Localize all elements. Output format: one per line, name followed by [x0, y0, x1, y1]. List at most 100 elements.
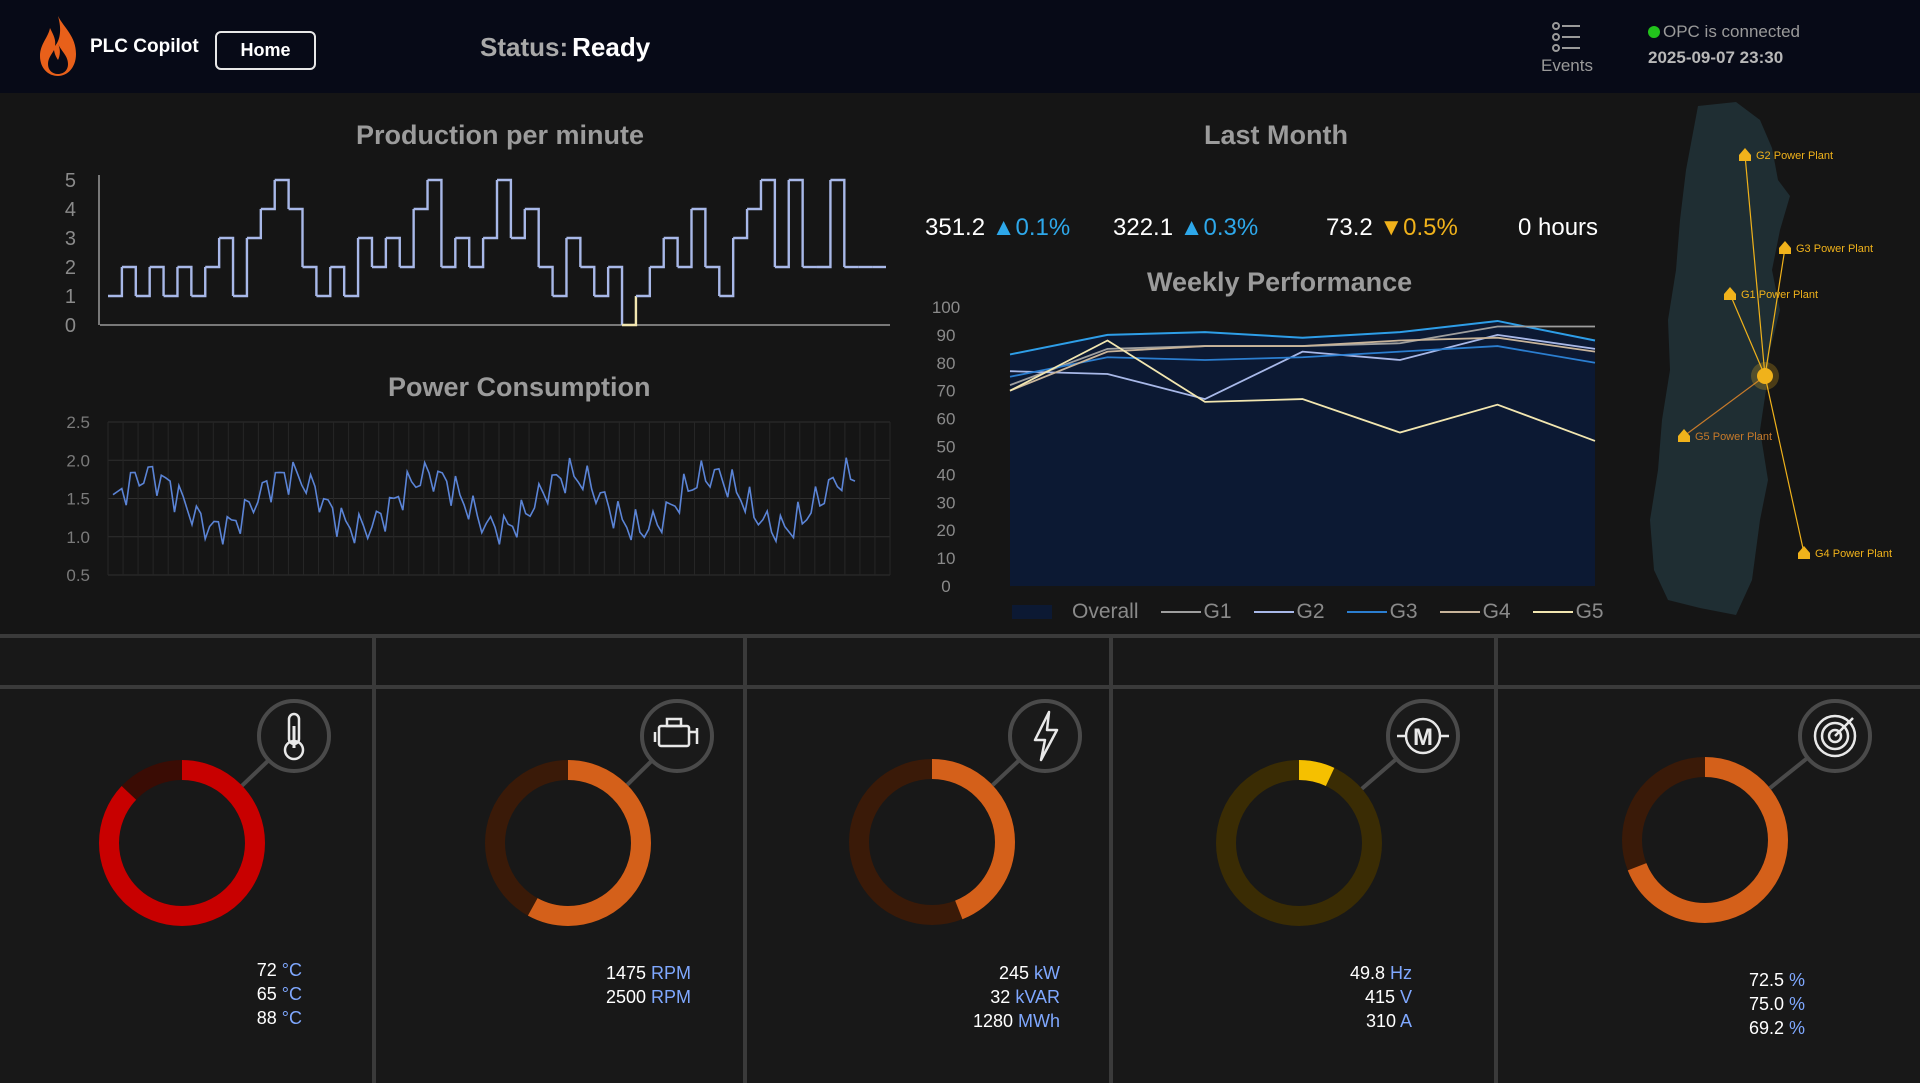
kpi-number: 351.2: [925, 214, 986, 241]
production-step: [608, 265, 624, 325]
production-step: [205, 238, 221, 269]
production-step: [733, 209, 749, 240]
y-tick-label: 40: [937, 465, 956, 484]
production-step: [358, 236, 374, 267]
metric-value: 72.5 %: [1635, 970, 1805, 991]
y-tick-label: 0: [941, 577, 950, 596]
production-step: [497, 178, 513, 238]
y-tick-label: 1.0: [66, 528, 90, 547]
events-button[interactable]: Events: [1538, 20, 1596, 76]
plant-label: G3 Power Plant: [1796, 243, 1873, 255]
power-plant-icon[interactable]: [1724, 287, 1736, 300]
divider: [372, 637, 376, 1083]
divider: [0, 685, 1920, 689]
metric-number: 65: [256, 984, 277, 1004]
lightning-icon: [1008, 699, 1082, 773]
status-label: Status:: [480, 32, 569, 62]
y-tick-label: 2: [65, 257, 76, 279]
y-tick-label: 1: [65, 286, 76, 308]
power-chart: 2.5 2.0 1.5 1.0 0.5: [66, 413, 891, 585]
plant-label: G5 Power Plant: [1695, 431, 1772, 443]
metric-unit: %: [1783, 970, 1805, 990]
icon-glyph: M: [1397, 717, 1449, 755]
y-tick-label: 0: [65, 315, 76, 335]
gauge-track: [1216, 760, 1382, 926]
production-step: [635, 267, 652, 298]
production-step: [108, 267, 124, 298]
last-month-title: Last Month: [1204, 120, 1348, 150]
production-step: [524, 207, 540, 267]
legend-item-overall: Overall: [1012, 600, 1139, 624]
svg-text:M: M: [1413, 724, 1433, 751]
motor-icon: M: [1386, 699, 1460, 773]
series-line-overall: [1009, 319, 1596, 356]
app-title: PLC Copilot: [90, 36, 199, 57]
gauge-rpm: [485, 760, 651, 926]
production-step: [274, 178, 290, 209]
y-tick-label: 2.5: [66, 413, 90, 432]
divider: [743, 637, 747, 1083]
kpi-number: 0 hours: [1518, 214, 1599, 241]
plant-label: G1 Power Plant: [1741, 289, 1818, 301]
production-step: [719, 238, 735, 298]
production-step: [566, 236, 582, 267]
production-step: [163, 267, 179, 298]
metric-number: 2500: [605, 987, 646, 1007]
power-plant-icon[interactable]: [1779, 241, 1791, 254]
production-step: [677, 209, 693, 269]
metric-unit: °C: [276, 960, 302, 980]
production-step: [663, 236, 679, 267]
gauge-fill: [1216, 760, 1382, 926]
metric-value: 69.2 %: [1635, 1018, 1805, 1039]
metric-value: 75.0 %: [1635, 994, 1805, 1015]
gauge-vfd: [1216, 760, 1382, 926]
hub-node: [1757, 368, 1773, 384]
production-step: [441, 238, 457, 269]
y-tick-label: 4: [65, 199, 76, 221]
legend-swatch: [1532, 611, 1573, 613]
icon-glyph: [1813, 714, 1857, 758]
power-plant-icon[interactable]: [1678, 429, 1690, 442]
gauge-fill: [1622, 757, 1788, 923]
y-tick-label: 20: [937, 521, 956, 540]
power-plant-icon[interactable]: [1798, 546, 1810, 559]
y-tick-label: 80: [937, 354, 956, 373]
legend-label: G5: [1575, 600, 1604, 623]
power-plant-icon[interactable]: [1739, 148, 1751, 161]
metric-value: 72 °C: [132, 960, 302, 981]
icon-badge: [1008, 699, 1082, 773]
production-step: [816, 180, 832, 269]
production-step: [538, 265, 554, 296]
legend-label: Overall: [1072, 600, 1139, 623]
production-step: [316, 267, 332, 298]
home-button[interactable]: Home: [215, 31, 316, 70]
status-indicator: Status: Ready: [480, 32, 650, 63]
production-step: [344, 238, 360, 298]
production-step: [246, 209, 263, 240]
series-line-g2: [1009, 333, 1596, 401]
icon-glyph: [1033, 710, 1059, 762]
metric-number: 49.8: [1349, 963, 1385, 983]
metric-value: 245 kW: [890, 963, 1060, 984]
engine-icon: [640, 699, 714, 773]
y-tick-label: 50: [937, 438, 956, 457]
events-label: Events: [1541, 56, 1593, 75]
kpi-value: 0 hours: [1518, 214, 1598, 242]
production-step: [622, 296, 638, 327]
legend-label: G3: [1389, 600, 1418, 623]
production-step: [830, 178, 846, 267]
series-line-g4: [1009, 336, 1596, 392]
legend-item-g5: G5: [1532, 600, 1604, 624]
metric-number: 1280: [972, 1011, 1013, 1031]
metric-unit: RPM: [646, 987, 691, 1007]
weekly-legend: Overall G1 G2 G3 G4 G5: [1012, 600, 1626, 624]
trend-up-indicator: ▲0.1%: [985, 214, 1071, 241]
y-tick-label: 1.5: [66, 490, 90, 509]
y-tick-label: 100: [932, 298, 960, 317]
legend-swatch: [1160, 611, 1201, 613]
opc-status: OPC is connected: [1648, 22, 1800, 42]
plant-label: G2 Power Plant: [1756, 150, 1833, 162]
production-step: [330, 265, 346, 296]
metric-unit: kVAR: [1010, 987, 1060, 1007]
legend-item-g3: G3: [1346, 600, 1418, 624]
